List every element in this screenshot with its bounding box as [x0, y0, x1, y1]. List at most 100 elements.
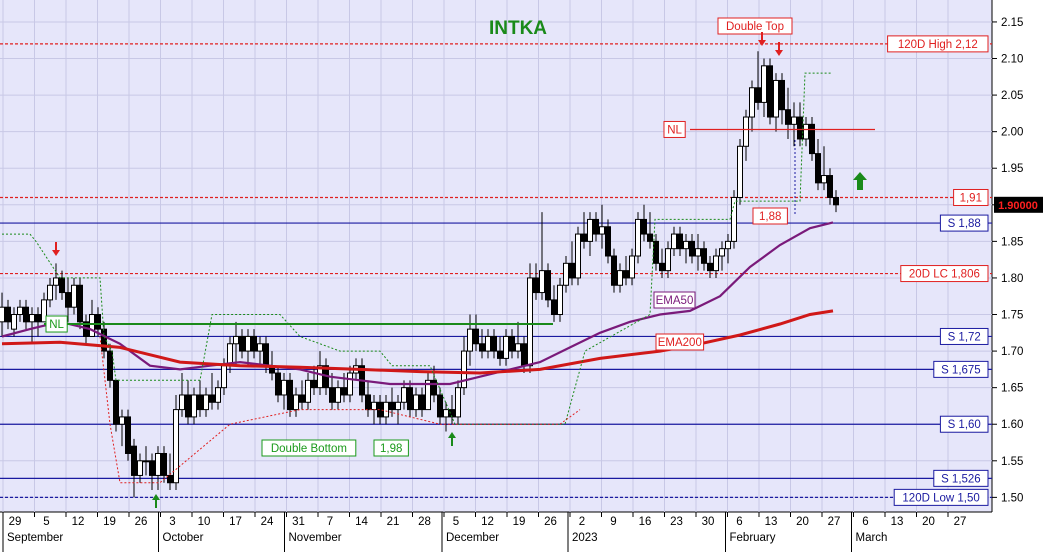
candle-body	[635, 218, 641, 257]
reference-label-box	[939, 327, 989, 345]
candle-body	[743, 116, 749, 147]
arrow-down-sept-head	[52, 250, 60, 256]
x-tick-label: 6	[736, 516, 742, 528]
candle-body	[329, 387, 335, 403]
candle-body	[551, 299, 557, 316]
candle-body	[623, 270, 629, 279]
x-tick-label: 12	[72, 516, 85, 528]
candle-body	[107, 350, 113, 381]
candle-body	[785, 109, 791, 125]
candle-body	[395, 401, 401, 411]
x-tick-label: 9	[610, 516, 616, 528]
annotation-nl-green-box	[45, 315, 68, 333]
candle-body	[767, 65, 773, 118]
candle-body	[23, 306, 29, 323]
annotation-double-top-box	[717, 17, 793, 35]
candle-body	[821, 175, 827, 184]
candle-body	[389, 401, 395, 411]
annotation-double-bottom-box	[261, 439, 357, 457]
candle-body	[749, 87, 755, 118]
candle-body	[89, 314, 95, 337]
candle-body	[77, 284, 83, 323]
candle-body	[809, 123, 815, 155]
y-tick-label: 1.75	[1001, 310, 1023, 322]
candle-body	[779, 79, 785, 111]
candle-body	[65, 292, 71, 308]
candle-body	[59, 277, 65, 294]
candle-body	[119, 416, 125, 425]
candle-body	[137, 460, 143, 476]
candle-body	[41, 299, 47, 323]
x-tick-label: 16	[639, 516, 652, 528]
candle-body	[203, 394, 209, 411]
candle-body	[479, 343, 485, 352]
candle-body	[221, 365, 227, 389]
candle-body	[791, 116, 797, 125]
candle-body	[515, 343, 521, 352]
candle-body	[95, 314, 101, 330]
y-tick-label: 2.00	[1001, 127, 1023, 139]
candle-body	[155, 452, 161, 476]
y-tick-label: 1.85	[1001, 236, 1023, 248]
x-tick-label: 7	[327, 516, 333, 528]
candle-body	[5, 306, 11, 323]
annotations-layer: Double Top NL NL Double Bottom 1,98 1,88 EMA50…	[2, 17, 875, 508]
reference-label-text: S 1,675	[941, 364, 981, 376]
candle-body	[71, 284, 77, 308]
candle-body	[539, 270, 545, 294]
x-tick-label: 13	[765, 516, 778, 528]
candle-body	[833, 196, 839, 206]
y-tick-label: 1.70	[1001, 346, 1023, 358]
candle-body	[557, 284, 563, 316]
reference-label-box	[953, 188, 989, 206]
candle-body	[317, 365, 323, 389]
trailing-stop-green	[2, 72, 832, 425]
x-tick-label: 5	[453, 516, 459, 528]
candle-body	[233, 335, 239, 345]
trailing-stop-red	[99, 336, 581, 484]
candle-body	[191, 394, 197, 418]
candle-body	[587, 218, 593, 242]
candle-body	[299, 394, 305, 403]
reference-label-text: S 1,72	[948, 331, 981, 343]
candle-body	[563, 262, 569, 286]
annotation-ema50-box	[653, 291, 696, 309]
annotation-ema50-text: EMA50	[656, 295, 694, 307]
month-label: February	[730, 532, 776, 544]
x-tick-label: 20	[796, 516, 809, 528]
candle-body	[677, 233, 683, 250]
reference-label-box	[939, 214, 989, 232]
candle-body	[629, 255, 635, 279]
reference-label-text: 120D High 2,12	[898, 39, 978, 51]
candle-body	[263, 343, 269, 367]
candle-body	[47, 284, 53, 301]
reference-label-box	[939, 415, 989, 433]
plot-background	[0, 0, 992, 512]
candle-body	[545, 270, 551, 301]
ema-line-ema50	[1, 221, 834, 386]
candle-body	[287, 379, 293, 411]
current-price-box	[994, 196, 1043, 213]
candle-body	[653, 240, 659, 264]
candle-body	[413, 394, 419, 411]
candle-body	[707, 262, 713, 272]
candle-body	[167, 474, 173, 484]
candle-body	[737, 145, 743, 198]
reference-label-text: 20D LC 1,806	[909, 269, 980, 281]
chart-title: INTKA	[489, 18, 547, 39]
x-tick-label: 10	[198, 516, 211, 528]
x-tick-label: 27	[828, 516, 841, 528]
x-tick-label: 14	[355, 516, 368, 528]
candle-body	[491, 335, 497, 352]
x-tick-label: 28	[418, 516, 431, 528]
candle-body	[569, 262, 575, 279]
candle-body	[605, 226, 611, 257]
candle-body	[827, 175, 833, 198]
candle-body	[773, 79, 779, 118]
x-tick-label: 13	[891, 516, 904, 528]
candle-body	[641, 218, 647, 235]
annotation-target-198-box	[373, 439, 409, 457]
candle-body	[755, 87, 761, 103]
candle-body	[215, 387, 221, 403]
